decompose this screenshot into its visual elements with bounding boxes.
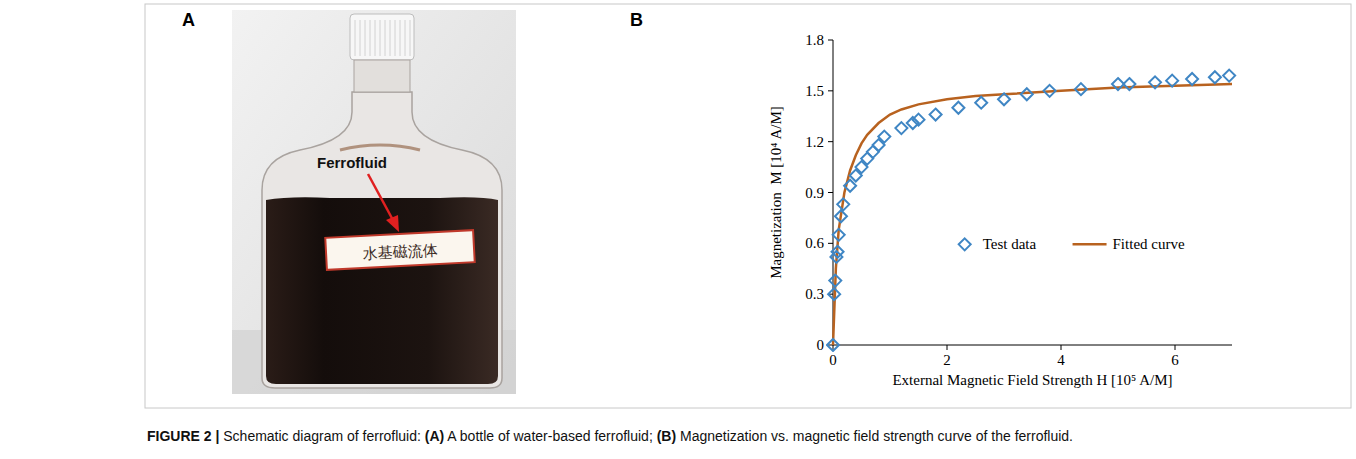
data-point [998,93,1010,105]
data-point [1044,85,1056,97]
x-tick-label: 6 [1171,352,1179,368]
legend-swatch [959,238,971,250]
caption-part: FIGURE 2 | [147,428,223,444]
data-point [1149,76,1161,88]
y-tick [828,40,833,41]
data-point [895,122,907,134]
pointer-label: Ferrofluid [317,154,387,171]
x-tick [1061,345,1062,350]
data-point [829,275,841,287]
caption-part: Magnetization vs. magnetic field strengt… [676,428,1073,444]
plot-marks [827,70,1235,351]
cap-rib [370,20,371,56]
data-point [844,180,856,192]
x-tick-label: 4 [1057,352,1065,368]
y-tick-label: 1.5 [805,83,824,99]
label-card [325,230,474,270]
fitted-line [833,84,1232,345]
figure: 水基磁流体 Ferrofluid A B 0 0.3 0.6 0.9 1.2 1.5 1.8 0 2 4 6… [0,0,1356,459]
legend-label: Test data [983,236,1037,252]
chart: 0 0.3 0.6 0.9 1.2 1.5 1.8 0 2 4 6 External Magnetic… [768,32,1235,388]
legend-label: Fitted curve [1113,236,1185,252]
cap-rib [395,20,396,56]
data-point [828,288,840,300]
data-point [833,229,845,241]
cap-rib [380,20,381,56]
caption-part: Schematic diagram of ferrofluid: [223,428,425,444]
panel-letter: B [630,10,643,30]
y-tick-label: 1.2 [805,134,824,150]
caption-part: A bottle of water-based ferrofluid; [444,428,656,444]
y-tick-label: 0 [817,337,825,353]
bottle-neck [354,60,410,92]
ferrofluid-liquid [266,197,498,384]
x-tick-label: 2 [943,352,951,368]
data-point [827,339,839,351]
bottle-glass [262,92,502,388]
cap-rib [360,20,361,56]
cap-rib [375,20,376,56]
cap-rib [390,20,391,56]
x-axis [833,345,1232,346]
y-tick [828,90,833,91]
figure-frame [145,4,1351,408]
cap-rib [365,20,366,56]
data-point [1186,73,1198,85]
data-point [1166,75,1178,87]
x-tick [1175,345,1176,350]
bottle-label: 水基磁流体 [325,230,474,270]
y-tick [828,141,833,142]
residue [340,145,420,150]
y-tick-label: 1.8 [805,32,824,48]
data-point [1223,70,1235,82]
y-axis-title: Magnetization M [10⁴ A/M] [768,106,784,279]
data-point [1075,83,1087,95]
panel-letter: A [182,10,195,30]
pointer-arrow-head [386,215,399,232]
bottle-text: 水基磁流体 [362,241,438,262]
y-tick [828,192,833,193]
photo-panel: 水基磁流体 Ferrofluid [232,10,516,394]
x-tick [947,345,948,350]
cap-rib [355,20,356,56]
y-tick-label: 0.9 [805,185,824,201]
photo-background [232,10,516,394]
caption: FIGURE 2 | Schematic diagram of ferroflu… [147,428,1073,444]
data-point [975,97,987,109]
data-point [930,109,942,121]
data-point [1209,71,1221,83]
data-point [835,210,847,222]
y-tick-label: 0.6 [805,235,824,251]
legend: Test data Fitted curve [959,236,1185,252]
caption-part: (B) [657,428,676,444]
legend-swatch [1073,243,1107,246]
data-point [952,102,964,114]
data-point [837,198,849,210]
cap-rib [410,20,411,56]
data-point [1123,78,1135,90]
caption-part: (A) [425,428,444,444]
data-point [1021,88,1033,100]
y-tick-label: 0.3 [805,286,824,302]
cap-rib [405,20,406,56]
cap [350,14,414,60]
cap-rib [385,20,386,56]
data-point [878,131,890,143]
data-point [913,114,925,126]
cap-rib [400,20,401,56]
data-point [832,246,844,258]
x-tick-label: 0 [829,352,837,368]
pointer-arrow [368,174,394,222]
y-tick [828,243,833,244]
x-axis-title: External Magnetic Field Strength H [10⁵ … [892,372,1172,388]
